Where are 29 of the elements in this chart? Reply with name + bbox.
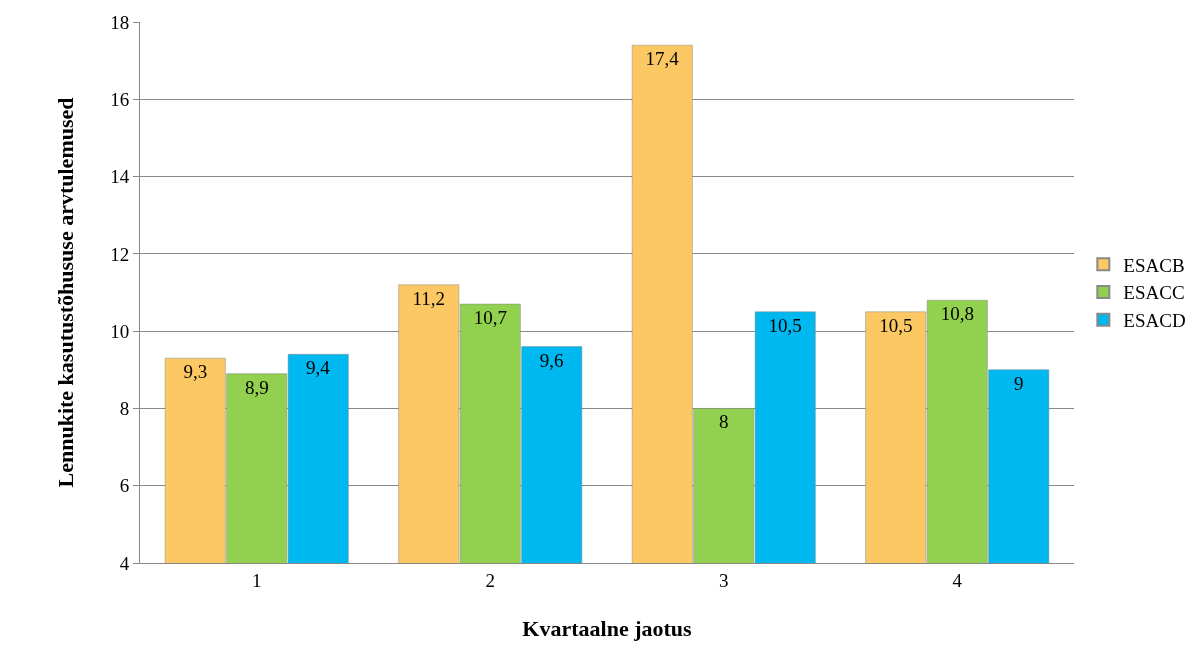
y-tick-label: 18 [110,11,130,33]
x-tick-label: 4 [952,569,963,591]
legend-label: ESACD [1123,310,1186,332]
legend-label: ESACB [1123,254,1185,276]
y-tick-label: 10 [110,320,130,342]
y-tick-label: 14 [110,166,130,188]
x-tick-label: 1 [252,569,262,591]
y-tick-label: 12 [110,243,130,265]
data-label: 9,6 [539,349,564,371]
x-axis-title: Kvartaalne jaotus [522,615,693,641]
data-label: 8,9 [244,376,269,398]
y-tick-label: 8 [119,398,130,420]
data-label: 10,7 [473,307,507,329]
y-tick-label: 6 [119,475,130,497]
legend-label: ESACC [1123,282,1185,304]
data-label: 8 [719,411,729,433]
data-label: 9,4 [306,357,331,379]
data-label: 10,8 [940,303,974,325]
data-label: 9 [1013,372,1024,394]
data-label: 9,3 [183,361,208,383]
y-tick-label: 16 [110,88,130,110]
data-label: 11,2 [412,287,446,309]
y-axis-title: Lennukite kasutustõhususe arvtulemused [53,97,78,488]
x-tick-label: 3 [719,569,729,591]
data-label: 17,4 [645,48,680,70]
data-label: 10,5 [879,314,913,336]
data-label: 10,5 [768,314,802,336]
y-tick-label: 4 [119,552,130,574]
x-tick-label: 2 [485,569,495,591]
